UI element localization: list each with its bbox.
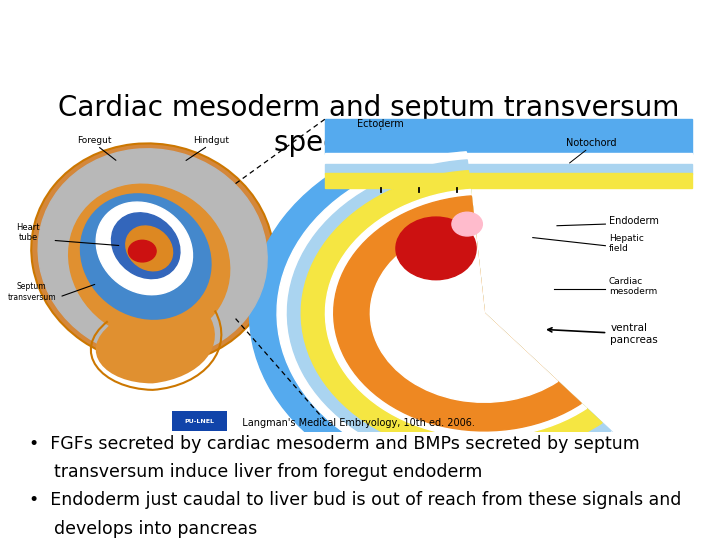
Bar (325, 153, 692, 165)
Ellipse shape (126, 226, 173, 271)
Text: Cardiac
mesoderm: Cardiac mesoderm (609, 277, 657, 296)
Bar (325, 119, 692, 154)
Text: Septum
transversum: Septum transversum (7, 282, 56, 302)
Ellipse shape (31, 144, 274, 364)
Text: ventral
pancreas: ventral pancreas (548, 323, 658, 345)
Circle shape (452, 212, 482, 236)
Text: •  FGFs secreted by cardiac mesoderm and BMPs secreted by septum: • FGFs secreted by cardiac mesoderm and … (29, 435, 639, 453)
Text: Hepatic
field: Hepatic field (609, 234, 644, 253)
Circle shape (128, 240, 156, 262)
Ellipse shape (68, 184, 230, 340)
Bar (325, 164, 692, 174)
Text: PU-LNEL: PU-LNEL (184, 418, 214, 424)
FancyBboxPatch shape (172, 411, 227, 431)
Wedge shape (249, 130, 636, 497)
Text: Hindgut: Hindgut (194, 136, 230, 145)
Text: Endoderm: Endoderm (609, 216, 659, 226)
Text: Notochord: Notochord (567, 138, 617, 148)
Wedge shape (325, 190, 587, 437)
Wedge shape (301, 171, 602, 456)
Wedge shape (370, 225, 558, 402)
Wedge shape (287, 160, 611, 467)
Circle shape (396, 217, 476, 280)
Text: Foregut: Foregut (76, 136, 111, 145)
Text: Langman's Medical Embryology, 10th ed. 2006.: Langman's Medical Embryology, 10th ed. 2… (235, 417, 474, 428)
Text: Heart
tube: Heart tube (17, 223, 40, 242)
Text: develops into pancreas: develops into pancreas (54, 520, 257, 538)
Ellipse shape (96, 202, 192, 295)
Text: Cardiac mesoderm and septum transversum
specifies liver: Cardiac mesoderm and septum transversum … (58, 94, 680, 157)
Ellipse shape (112, 213, 180, 279)
Text: Ectoderm: Ectoderm (357, 119, 404, 129)
Wedge shape (334, 196, 581, 431)
Bar (325, 173, 692, 188)
Text: transversum induce liver from foregut endoderm: transversum induce liver from foregut en… (54, 463, 482, 481)
Ellipse shape (38, 149, 267, 359)
Text: •  Endoderm just caudal to liver bud is out of reach from these signals and: • Endoderm just caudal to liver bud is o… (29, 491, 681, 509)
PathPatch shape (96, 313, 215, 383)
Wedge shape (277, 152, 618, 475)
Ellipse shape (81, 194, 211, 319)
